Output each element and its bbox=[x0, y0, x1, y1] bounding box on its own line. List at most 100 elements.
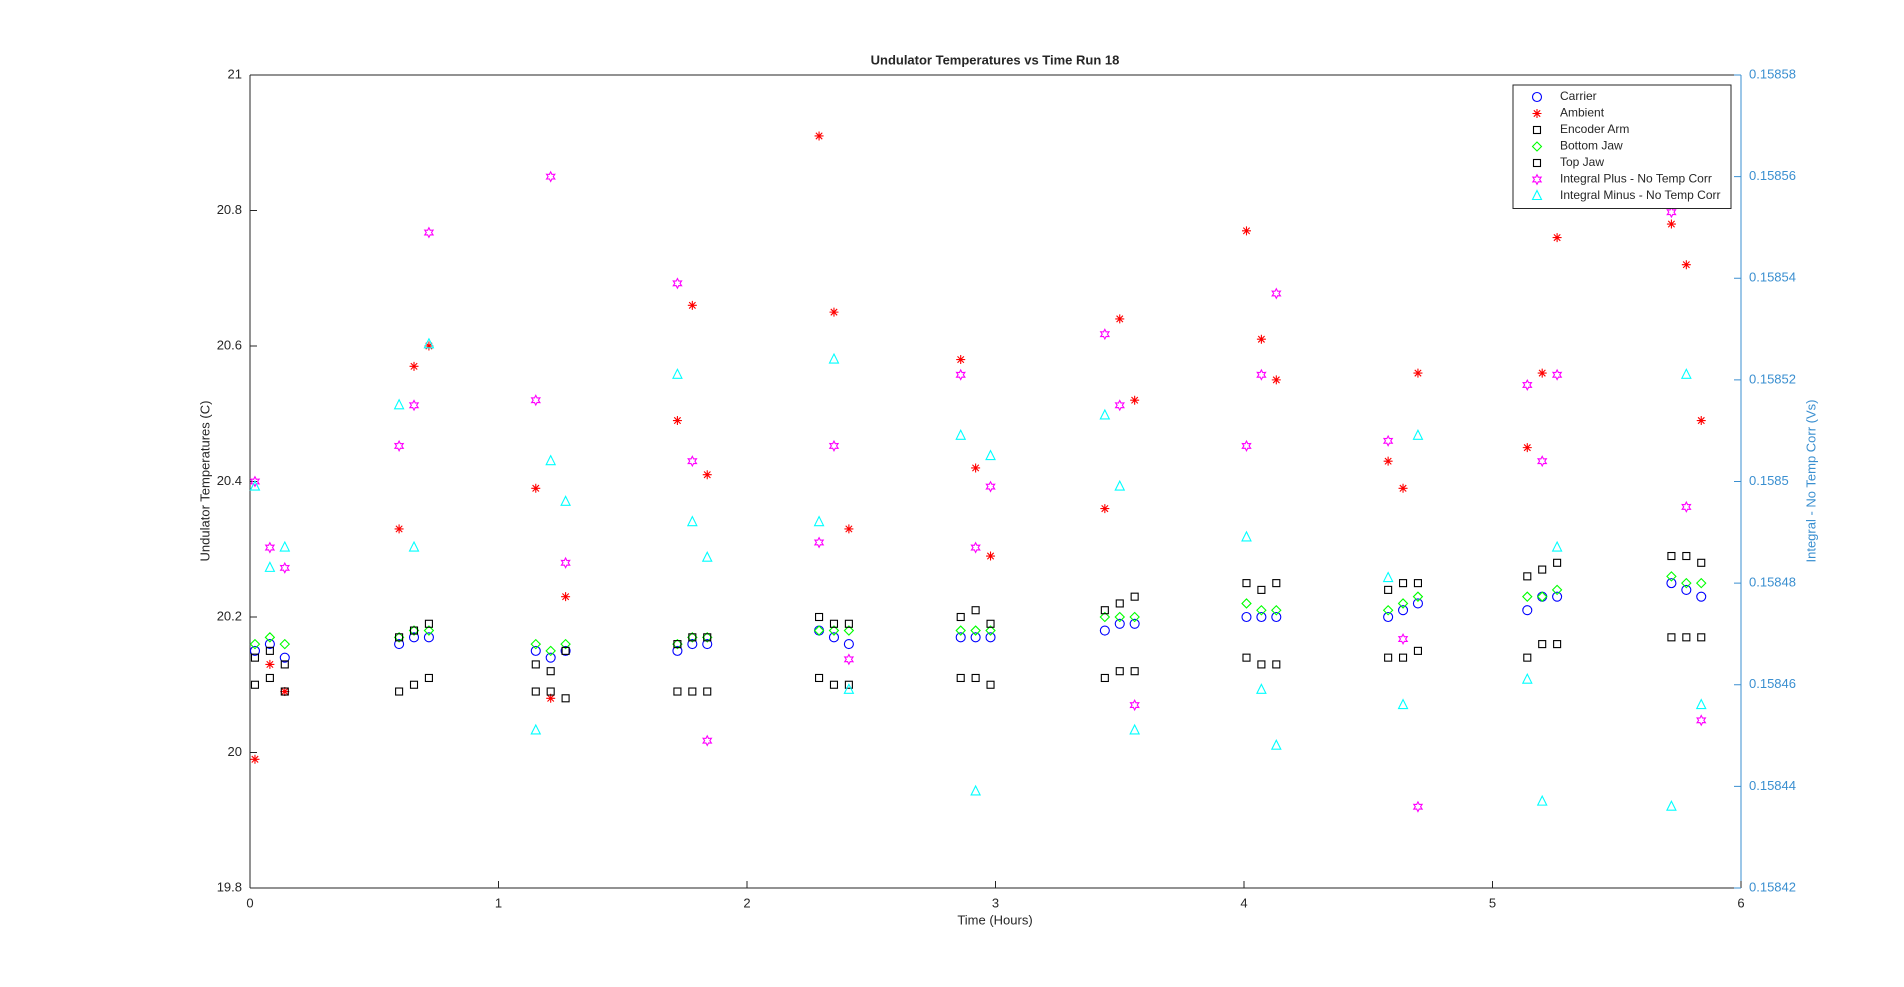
marker bbox=[1695, 577, 1707, 589]
marker bbox=[560, 645, 571, 656]
legend-label: Carrier bbox=[1560, 89, 1597, 103]
marker bbox=[1695, 698, 1707, 710]
marker bbox=[1099, 611, 1111, 623]
marker bbox=[1413, 646, 1422, 655]
marker bbox=[531, 660, 540, 669]
marker bbox=[688, 633, 697, 642]
marker bbox=[970, 625, 981, 636]
y2-axis-label: Integral - No Temp Corr (Vs) bbox=[1803, 399, 1818, 562]
marker bbox=[986, 680, 995, 689]
marker bbox=[1666, 571, 1677, 582]
marker bbox=[843, 653, 855, 666]
marker bbox=[531, 687, 540, 696]
y2-tick-label: 0.15858 bbox=[1749, 66, 1796, 81]
marker bbox=[828, 625, 840, 636]
marker bbox=[393, 439, 405, 452]
marker bbox=[1257, 585, 1266, 594]
marker bbox=[1412, 598, 1423, 609]
marker bbox=[1523, 572, 1532, 581]
marker bbox=[1114, 611, 1126, 623]
marker bbox=[264, 632, 276, 643]
marker bbox=[1532, 158, 1542, 168]
marker bbox=[1682, 633, 1691, 642]
marker bbox=[844, 619, 853, 628]
marker bbox=[687, 300, 697, 310]
marker bbox=[1100, 606, 1109, 615]
marker bbox=[1099, 408, 1111, 420]
marker bbox=[250, 653, 260, 662]
marker bbox=[1129, 723, 1141, 735]
marker bbox=[530, 638, 542, 650]
marker bbox=[1115, 599, 1124, 608]
marker bbox=[1271, 604, 1282, 616]
marker bbox=[1271, 611, 1282, 623]
marker bbox=[250, 754, 260, 764]
marker bbox=[279, 652, 290, 663]
marker bbox=[1241, 611, 1252, 623]
marker bbox=[1270, 738, 1282, 750]
x-axis-label: Time (Hours) bbox=[957, 912, 1032, 927]
legend-label: Top Jaw bbox=[1560, 155, 1604, 169]
marker bbox=[1241, 530, 1252, 542]
marker bbox=[1666, 206, 1677, 219]
x-tick-label: 4 bbox=[1240, 895, 1247, 910]
marker bbox=[1553, 558, 1562, 567]
marker bbox=[394, 524, 404, 534]
marker bbox=[1256, 683, 1267, 694]
marker bbox=[1666, 219, 1676, 229]
marker bbox=[530, 723, 542, 735]
marker bbox=[1681, 500, 1692, 513]
marker bbox=[702, 639, 713, 650]
y2-tick-label: 0.15844 bbox=[1749, 778, 1796, 793]
marker bbox=[560, 638, 571, 650]
marker bbox=[1697, 633, 1706, 642]
marker bbox=[423, 226, 435, 239]
marker bbox=[1114, 618, 1125, 629]
marker bbox=[1413, 579, 1422, 588]
marker bbox=[703, 633, 712, 642]
marker bbox=[843, 625, 855, 636]
marker bbox=[970, 541, 981, 554]
marker bbox=[843, 639, 854, 650]
marker bbox=[249, 645, 261, 656]
marker bbox=[1532, 125, 1542, 135]
marker bbox=[1384, 585, 1393, 594]
marker bbox=[546, 667, 555, 676]
marker bbox=[971, 606, 980, 615]
marker bbox=[545, 454, 557, 466]
y2-tick-label: 0.15848 bbox=[1749, 575, 1796, 590]
marker bbox=[1383, 456, 1393, 466]
marker bbox=[264, 541, 276, 554]
marker bbox=[673, 687, 682, 696]
marker bbox=[1696, 416, 1706, 426]
marker bbox=[561, 592, 571, 602]
marker bbox=[408, 540, 420, 552]
marker bbox=[1522, 605, 1533, 616]
marker bbox=[986, 619, 995, 628]
marker bbox=[1115, 667, 1124, 676]
x-tick-label: 6 bbox=[1737, 895, 1744, 910]
marker bbox=[265, 659, 275, 669]
legend-label: Bottom Jaw bbox=[1560, 139, 1623, 153]
marker bbox=[560, 495, 571, 506]
marker bbox=[394, 639, 405, 650]
marker bbox=[1256, 604, 1267, 616]
marker bbox=[1242, 579, 1251, 588]
marker bbox=[1680, 368, 1692, 379]
marker bbox=[956, 612, 965, 622]
marker bbox=[1666, 578, 1677, 589]
marker bbox=[1536, 591, 1548, 602]
legend-label: Integral Minus - No Temp Corr bbox=[1560, 188, 1721, 202]
x-tick-label: 3 bbox=[992, 895, 999, 910]
marker bbox=[1397, 605, 1409, 616]
y-tick-label: 20.2 bbox=[217, 608, 242, 623]
y-tick-label: 21 bbox=[228, 66, 242, 81]
marker bbox=[1382, 434, 1394, 447]
marker bbox=[673, 640, 682, 649]
marker bbox=[1115, 314, 1125, 324]
marker bbox=[530, 394, 541, 407]
marker bbox=[1242, 653, 1251, 662]
marker bbox=[955, 429, 967, 440]
marker bbox=[1398, 653, 1408, 662]
